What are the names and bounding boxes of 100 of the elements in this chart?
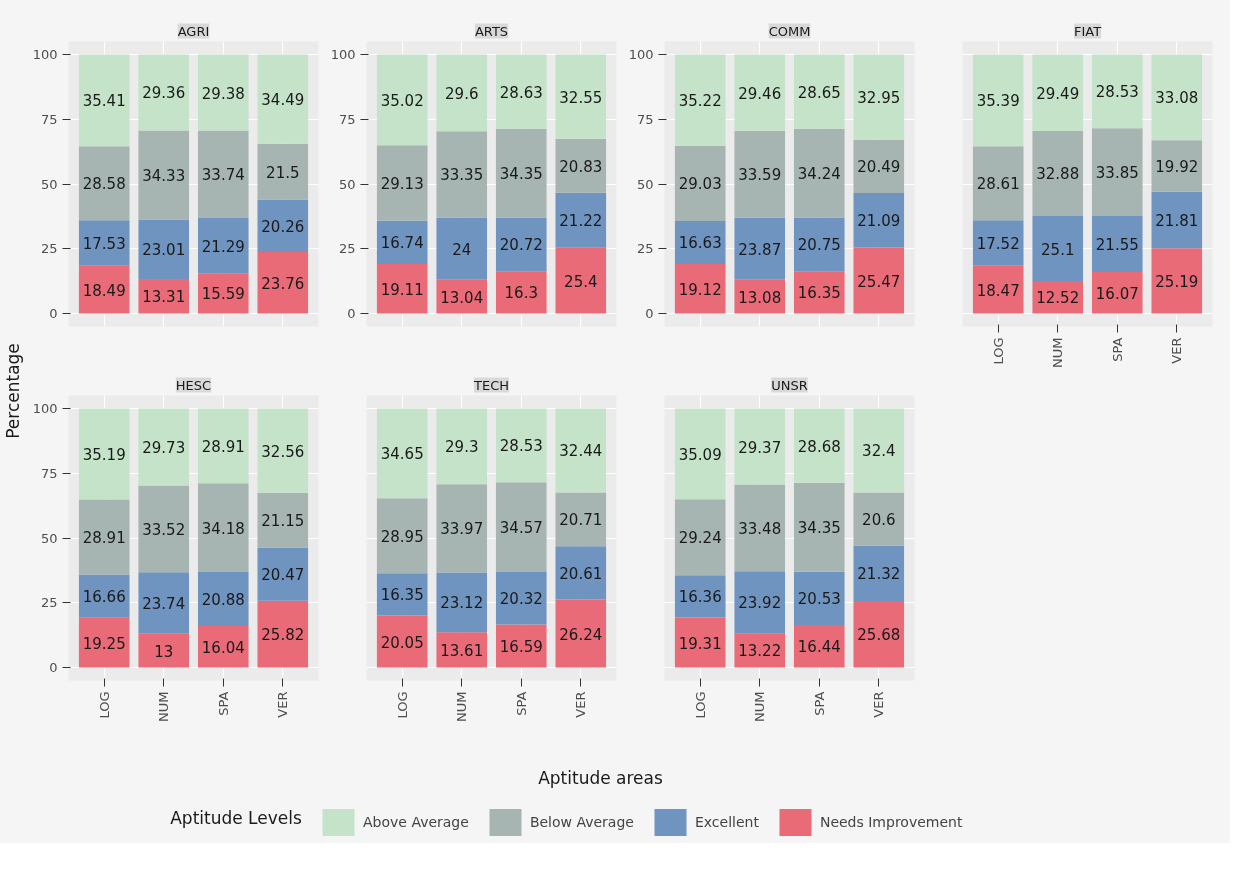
y-tick-label: 25 [636,241,654,257]
data-label: 29.36 [142,84,186,103]
data-label: 16.07 [1095,284,1139,303]
data-label: 33.48 [738,519,782,538]
data-label: 25.82 [261,626,305,645]
bar [197,273,249,314]
bar [674,264,726,314]
bar [853,492,905,546]
data-label: 33.74 [201,166,245,185]
bar [495,271,547,314]
data-label: 20.72 [499,236,543,255]
bar [436,572,488,633]
bar [78,499,130,575]
bar [972,265,1024,314]
data-label: 28.53 [1095,83,1139,102]
data-label: 23.92 [738,594,782,613]
data-label: 34.49 [261,91,305,110]
bar [853,247,905,314]
bar [555,492,607,547]
bar [495,571,547,625]
bar [257,408,309,493]
y-tick-label: 75 [338,111,356,127]
data-label: 35.39 [976,92,1020,111]
bar [1032,216,1084,282]
bar [436,131,488,218]
bar [197,54,249,131]
data-label: 29.6 [445,84,479,103]
data-label: 20.05 [380,633,424,652]
data-label: 20.61 [559,564,603,583]
chart-title: TECH [473,377,510,393]
bar [734,217,786,280]
x-tick-label: LOG [990,337,1006,365]
bar [197,571,249,626]
data-label: 16.04 [201,638,245,657]
bar [138,130,190,220]
data-label: 21.81 [1155,212,1199,231]
data-label: 29.38 [201,84,245,103]
data-label: 20.26 [261,217,305,236]
data-label: 29.3 [445,438,479,457]
bar [1032,130,1084,217]
bar [734,54,786,131]
bar [1091,128,1143,217]
x-tick-label: LOG [692,691,708,719]
data-label: 32.95 [857,89,901,108]
data-label: 23.01 [142,241,186,260]
legend-label: Excellent [694,814,759,830]
bar [674,408,726,500]
data-label: 34.57 [499,519,543,538]
data-label: 32.55 [559,88,603,107]
bar [78,617,130,668]
data-label: 20.6 [862,511,896,530]
data-label: 25.68 [857,626,901,645]
data-label: 21.32 [857,565,901,584]
data-label: 21.15 [261,512,305,531]
data-label: 13.22 [738,642,782,661]
data-label: 35.02 [380,91,424,110]
data-label: 20.32 [499,590,543,609]
data-label: 17.53 [82,234,126,253]
chart-title: HESC [175,377,212,393]
bar [138,572,190,634]
data-label: 34.35 [797,519,841,538]
bar [197,217,249,274]
data-label: 12.52 [1036,289,1080,308]
bar [495,408,547,483]
data-label: 29.49 [1036,84,1080,103]
data-label: 16.36 [678,588,722,607]
x-tick-label: NUM [454,691,470,722]
x-tick-label: VER [275,691,291,718]
bar [138,485,190,573]
data-label: 19.11 [380,280,424,299]
data-label: 21.55 [1095,235,1139,254]
bar [555,247,607,314]
data-label: 16.35 [380,586,424,605]
data-label: 23.74 [142,595,186,614]
bar [1151,140,1203,192]
y-tick-label: 50 [40,530,58,546]
data-label: 21.22 [559,212,603,231]
x-tick-label: VER [871,691,887,718]
chart-title: ARTS [474,23,509,39]
y-tick-label: 100 [330,46,356,62]
bar [138,219,190,280]
bar [853,601,905,668]
bar [734,633,786,668]
bar [257,547,309,601]
data-label: 33.08 [1155,89,1199,108]
data-label: 20.53 [797,590,841,609]
bar [78,146,130,221]
bar [972,146,1024,221]
data-label: 19.25 [82,634,126,653]
data-label: 29.37 [738,438,782,457]
bar [257,143,309,200]
y-axis-title: Percentage [2,343,23,439]
data-label: 16.63 [678,234,722,253]
data-label: 16.59 [499,638,543,657]
x-tick-label: NUM [156,691,172,722]
data-label: 20.71 [559,511,603,530]
y-tick-label: 50 [338,176,356,192]
bar [376,54,428,146]
data-label: 28.58 [82,175,126,194]
data-label: 33.97 [440,520,484,539]
